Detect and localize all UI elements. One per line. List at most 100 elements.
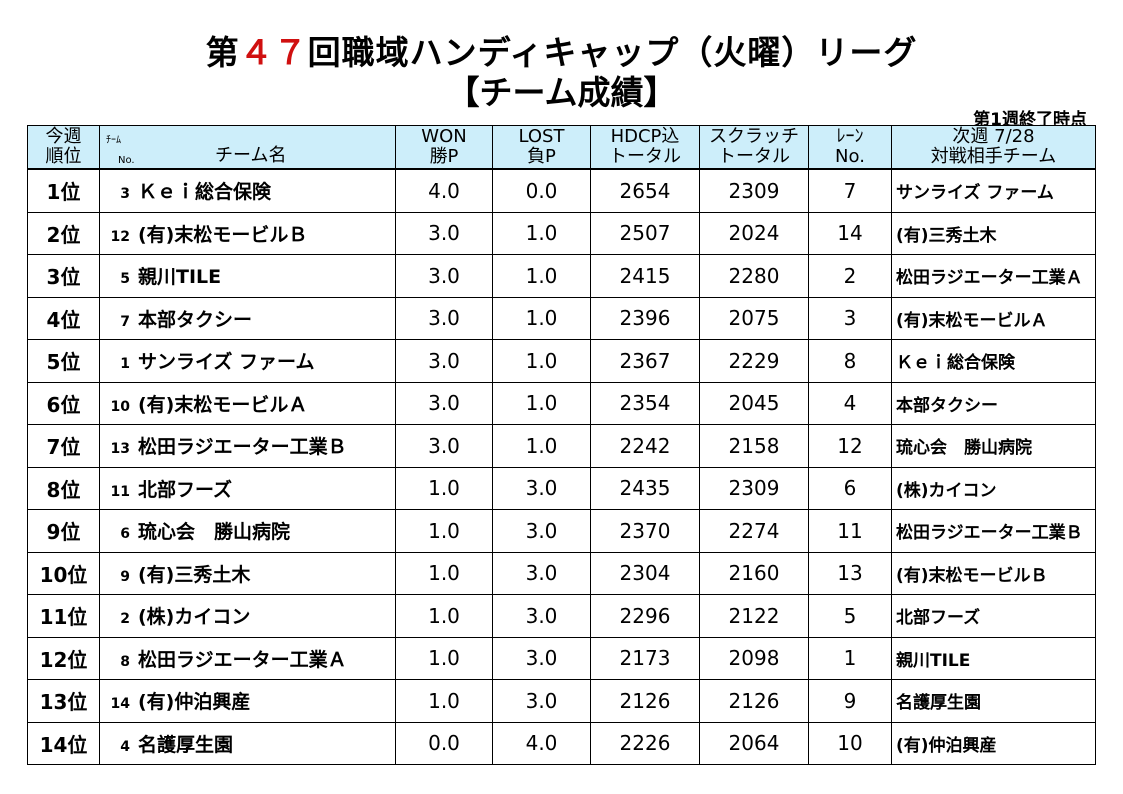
header-lane: ﾚｰﾝ No. [808, 125, 892, 170]
lane-cell: 2 [808, 254, 892, 298]
scratch-total-cell: 2075 [699, 296, 809, 340]
team-cell: 14 (有)仲泊興産 [99, 679, 396, 723]
scratch-total-cell: 2045 [699, 381, 809, 425]
team-cell: 10 (有)末松モービルＡ [99, 381, 396, 425]
next-opponent-cell: (有)仲泊興産 [891, 721, 1096, 765]
lane-cell: 13 [808, 551, 892, 595]
won-cell: 1.0 [395, 509, 493, 553]
lost-cell: 3.0 [492, 594, 591, 638]
header-won: WON 勝P [395, 125, 493, 170]
won-cell: 0.0 [395, 721, 493, 765]
table-row: 9位 6 琉心会 勝山病院 1.0 3.0 2370 2274 11 松田ラジエーター工業Ｂ [27, 509, 1096, 553]
team-name: (有)末松モービルＡ [138, 393, 308, 416]
team-number: 12 [110, 228, 130, 245]
team-cell: 3 Ｋｅｉ総合保険 [99, 168, 396, 213]
team-name: 松田ラジエーター工業Ｂ [138, 436, 347, 459]
team-number: 2 [120, 611, 130, 628]
table-row: 6位 10 (有)末松モービルＡ 3.0 1.0 2354 2045 4 本部タクシー [27, 381, 1096, 425]
next-opponent-cell: (有)三秀土木 [891, 211, 1096, 255]
next-opponent-cell: サンライズ ファーム [891, 168, 1096, 213]
lane-cell: 6 [808, 466, 892, 510]
rank-cell: 1位 [27, 168, 100, 213]
team-name: 本部タクシー [138, 308, 253, 331]
team-cell: 9 (有)三秀土木 [99, 551, 396, 595]
scratch-total-cell: 2098 [699, 636, 809, 680]
table-row: 3位 5 親川TILE 3.0 1.0 2415 2280 2 松田ラジエーター工業Ａ [27, 254, 1096, 298]
team-number: 7 [120, 313, 130, 330]
won-cell: 1.0 [395, 551, 493, 595]
team-name: 親川TILE [138, 266, 222, 289]
scratch-total-cell: 2024 [699, 211, 809, 255]
won-cell: 3.0 [395, 339, 493, 383]
lane-cell: 3 [808, 296, 892, 340]
rank-cell: 8位 [27, 466, 100, 510]
lane-cell: 7 [808, 168, 892, 213]
lane-cell: 5 [808, 594, 892, 638]
team-cell: 12 (有)末松モービルＢ [99, 211, 396, 255]
hdcp-total-cell: 2415 [590, 254, 700, 298]
won-cell: 1.0 [395, 636, 493, 680]
rank-cell: 3位 [27, 254, 100, 298]
team-cell: 13 松田ラジエーター工業Ｂ [99, 424, 396, 468]
team-cell: 1 サンライズ ファーム [99, 339, 396, 383]
team-number: 4 [120, 738, 130, 755]
won-cell: 1.0 [395, 466, 493, 510]
hdcp-total-cell: 2354 [590, 381, 700, 425]
scratch-total-cell: 2280 [699, 254, 809, 298]
next-opponent-cell: 松田ラジエーター工業Ｂ [891, 509, 1096, 553]
table-row: 13位 14 (有)仲泊興産 1.0 3.0 2126 2126 9 名護厚生園 [27, 679, 1096, 723]
scratch-total-cell: 2122 [699, 594, 809, 638]
rank-cell: 11位 [27, 594, 100, 638]
team-number: 11 [110, 483, 130, 500]
scratch-total-cell: 2126 [699, 679, 809, 723]
scratch-total-cell: 2160 [699, 551, 809, 595]
hdcp-total-cell: 2242 [590, 424, 700, 468]
hdcp-total-cell: 2507 [590, 211, 700, 255]
team-name: 松田ラジエーター工業Ａ [138, 648, 347, 671]
rank-cell: 12位 [27, 636, 100, 680]
won-cell: 1.0 [395, 594, 493, 638]
next-opponent-cell: 本部タクシー [891, 381, 1096, 425]
table-row: 4位 7 本部タクシー 3.0 1.0 2396 2075 3 (有)末松モービルＡ [27, 296, 1096, 340]
won-cell: 3.0 [395, 211, 493, 255]
rank-cell: 14位 [27, 721, 100, 765]
team-name: (有)三秀土木 [138, 563, 251, 586]
table-header-row: 今週 順位 ﾁｰﾑ No. チーム名 WON 勝P LOST 負P HDCP込 トータル… [27, 125, 1096, 170]
lost-cell: 1.0 [492, 254, 591, 298]
team-cell: 4 名護厚生園 [99, 721, 396, 765]
hdcp-total-cell: 2226 [590, 721, 700, 765]
table-row: 1位 3 Ｋｅｉ総合保険 4.0 0.0 2654 2309 7 サンライズ ファーム [27, 168, 1096, 213]
rank-cell: 13位 [27, 679, 100, 723]
page-title: 第４７回職域ハンディキャップ（火曜）リーグ [205, 33, 918, 72]
lost-cell: 1.0 [492, 339, 591, 383]
rank-cell: 2位 [27, 211, 100, 255]
next-opponent-cell: 親川TILE [891, 636, 1096, 680]
team-number: 9 [120, 568, 130, 585]
header-team: ﾁｰﾑ No. チーム名 [99, 125, 396, 170]
hdcp-total-cell: 2370 [590, 509, 700, 553]
lane-cell: 14 [808, 211, 892, 255]
team-number: 1 [120, 356, 130, 373]
team-name: サンライズ ファーム [138, 351, 315, 374]
team-cell: 6 琉心会 勝山病院 [99, 509, 396, 553]
next-opponent-cell: 松田ラジエーター工業Ａ [891, 254, 1096, 298]
team-name: 名護厚生園 [138, 733, 234, 756]
lane-cell: 1 [808, 636, 892, 680]
lost-cell: 1.0 [492, 296, 591, 340]
team-cell: 2 (株)カイコン [99, 594, 396, 638]
won-cell: 3.0 [395, 424, 493, 468]
table-row: 11位 2 (株)カイコン 1.0 3.0 2296 2122 5 北部フーズ [27, 594, 1096, 638]
next-opponent-cell: 琉心会 勝山病院 [891, 424, 1096, 468]
table-row: 7位 13 松田ラジエーター工業Ｂ 3.0 1.0 2242 2158 12 琉心会 勝山病院 [27, 424, 1096, 468]
hdcp-total-cell: 2367 [590, 339, 700, 383]
scratch-total-cell: 2309 [699, 466, 809, 510]
lost-cell: 3.0 [492, 679, 591, 723]
rank-cell: 7位 [27, 424, 100, 468]
lost-cell: 1.0 [492, 381, 591, 425]
lane-cell: 12 [808, 424, 892, 468]
team-name: (株)カイコン [138, 606, 251, 629]
rank-cell: 9位 [27, 509, 100, 553]
lane-cell: 8 [808, 339, 892, 383]
lost-cell: 1.0 [492, 211, 591, 255]
header-scratch: スクラッチ トータル [699, 125, 809, 170]
